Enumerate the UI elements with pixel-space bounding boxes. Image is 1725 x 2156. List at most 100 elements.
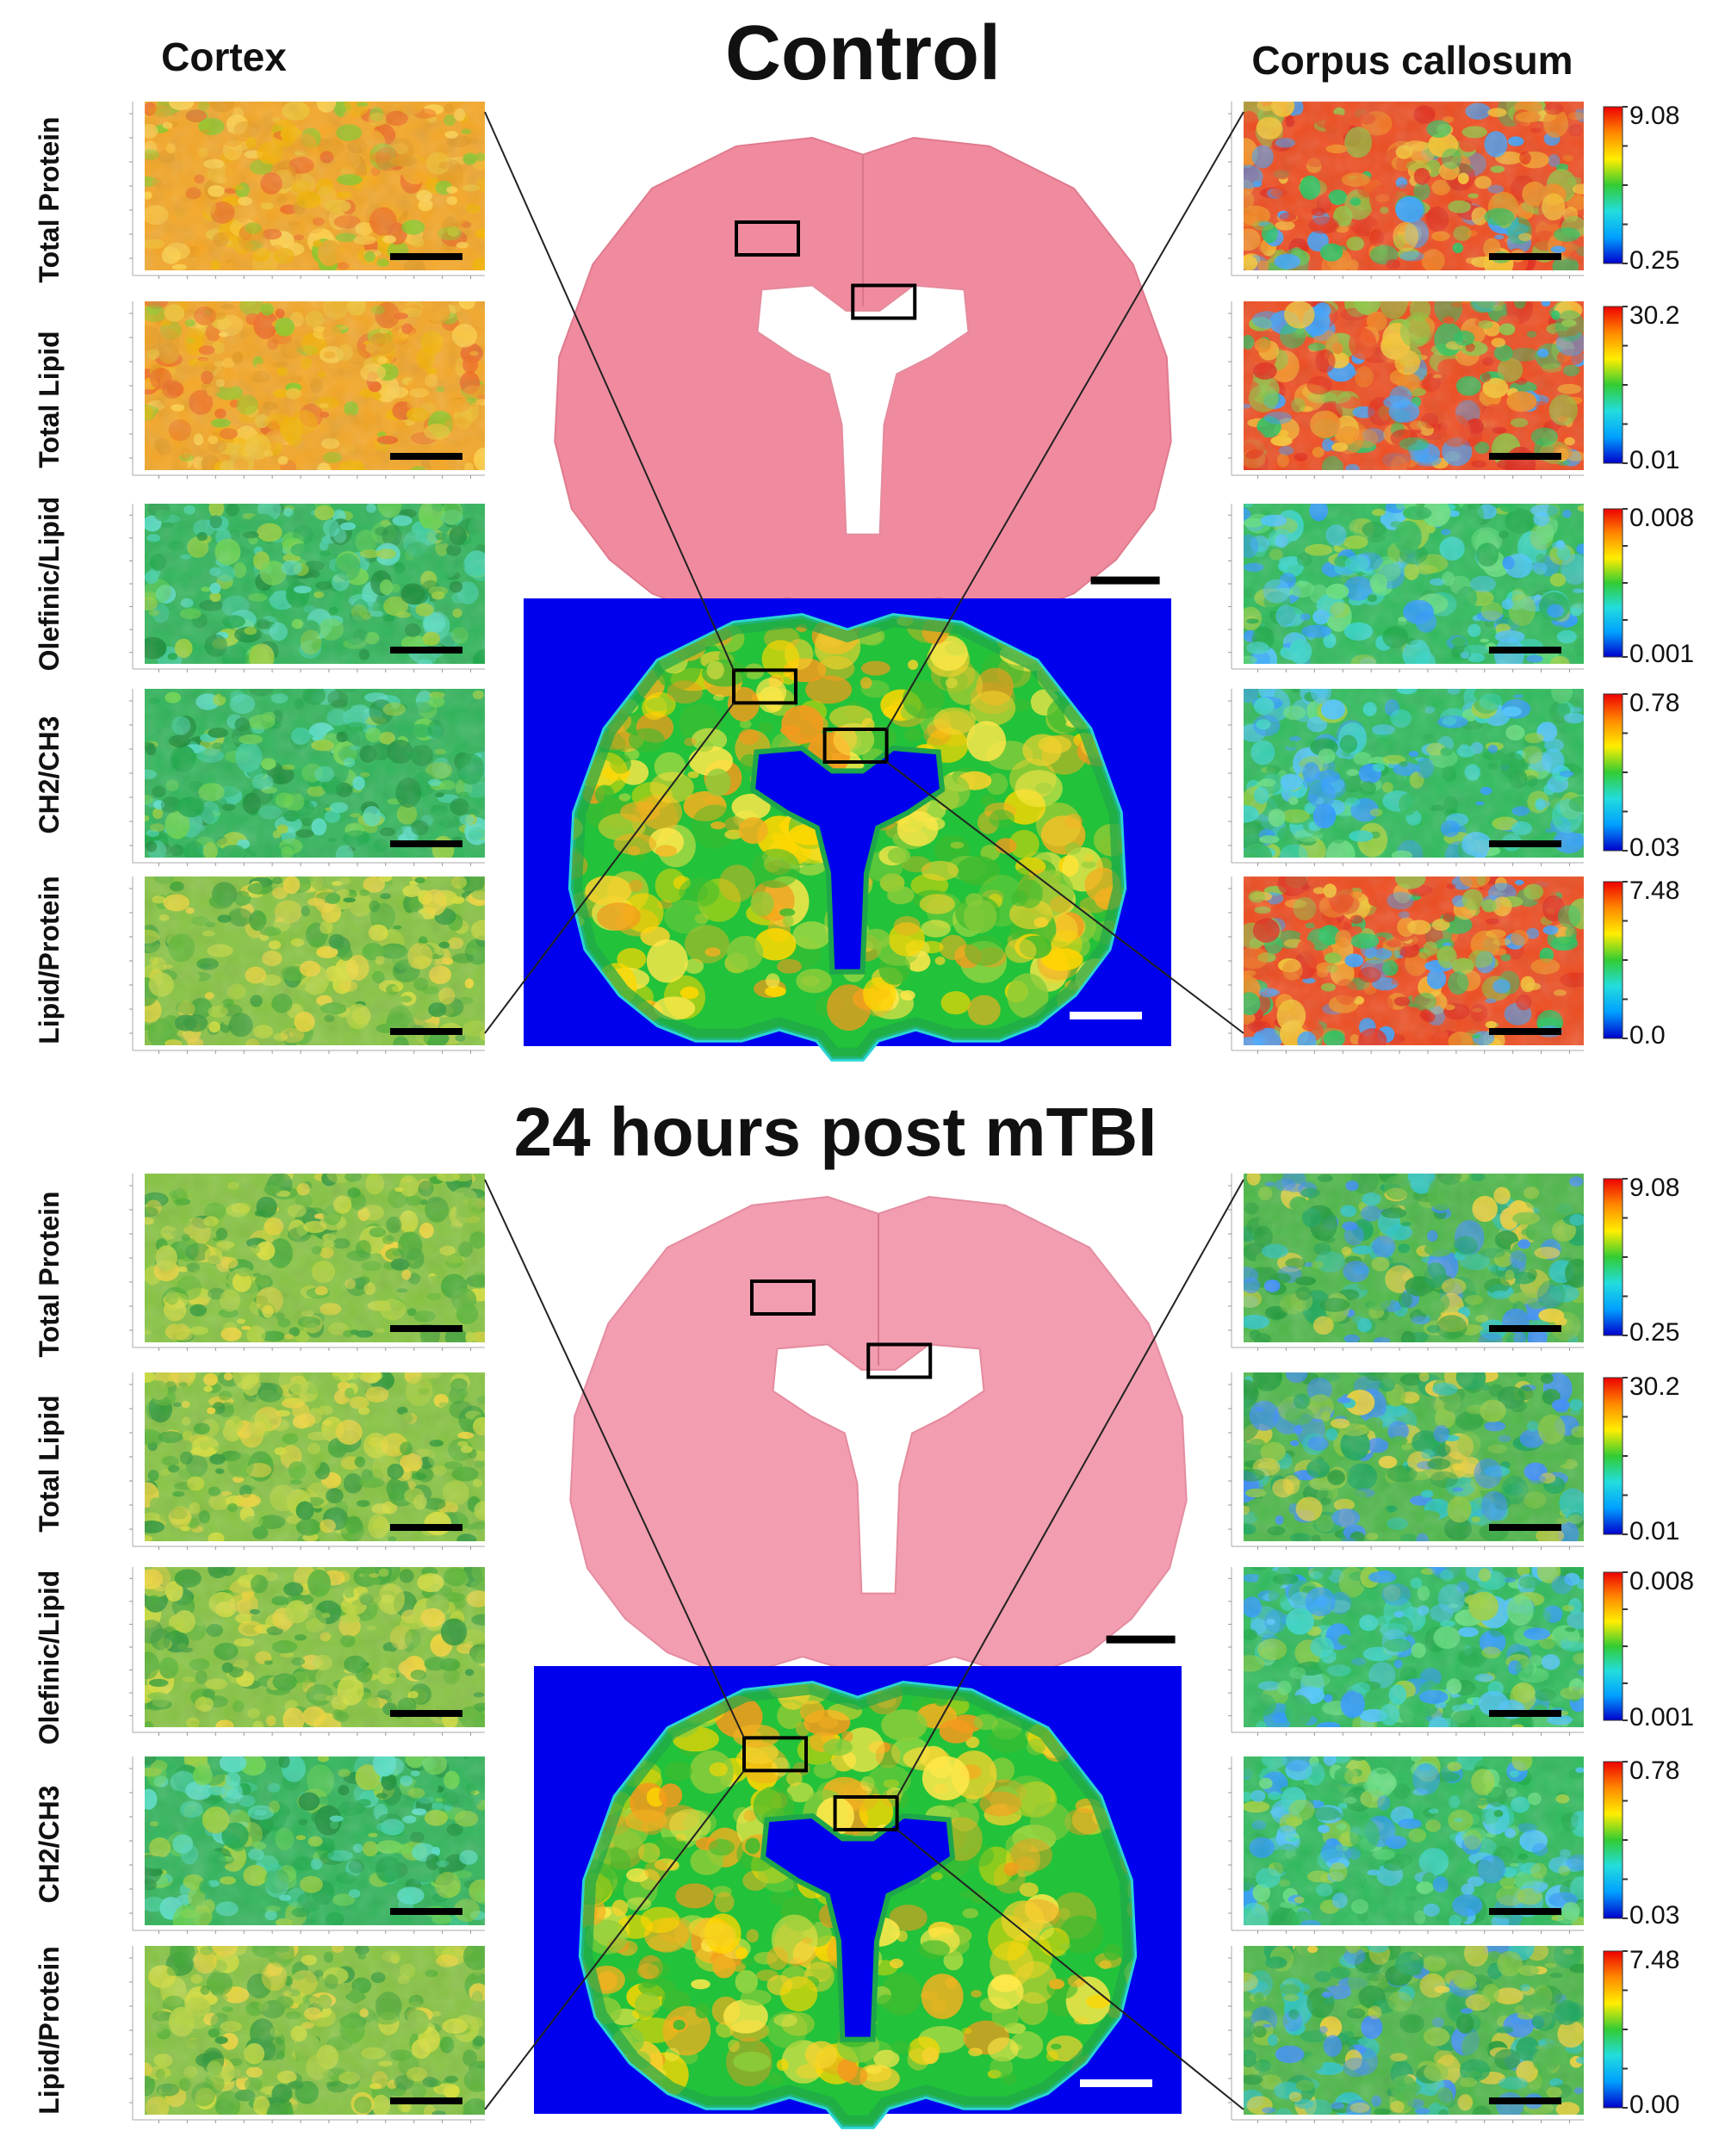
heatmap-tile [1228,1174,1584,1351]
roi-box-cortex [732,668,797,705]
connector-line [484,1179,745,1738]
colorbar-min-label: 0.001 [1629,640,1694,668]
colorbar-max-label: 0.008 [1629,1567,1694,1595]
brain-images [524,136,1188,2129]
scale-bar [390,1028,462,1035]
scale-bar [1090,576,1160,585]
heatmap-tile [129,1174,485,1351]
colorbar-max-label: 0.78 [1629,1756,1679,1785]
heatmap-tile [129,1946,485,2123]
scale-bar [1106,1635,1176,1644]
heatmap-tile [1228,102,1584,279]
connector-line [896,1829,1244,2110]
heatmap-tile [1228,1946,1584,2123]
heatmap-tile [1228,301,1584,479]
row-label: CH2/CH3 [34,1786,65,1904]
connector-line [885,761,1244,1034]
scale-bar [1489,2097,1561,2104]
heatmap-tile [129,1756,485,1934]
section-title-mtbi: 24 hours post mTBI [514,1093,1157,1170]
colorbar: 7.48 0.0 [1603,877,1679,1050]
colorbar-max-label: 30.2 [1629,1372,1679,1401]
scale-bar [390,1524,462,1531]
colorbar: 0.008 0.001 [1603,504,1694,668]
column-title-corpus-callosum: Corpus callosum [1251,38,1573,83]
heatmap-tile [1228,689,1584,866]
colorbar: 9.08 0.25 [1603,102,1679,275]
colorbar-max-label: 0.78 [1629,689,1679,717]
row-label: Lipid/Protein [34,1946,65,2115]
scale-bar [390,840,462,847]
row-label: Total Protein [34,1191,65,1357]
scale-bar [1489,1908,1561,1915]
colorbar-max-label: 30.2 [1629,301,1679,330]
scale-bar [390,2097,462,2104]
scale-bar [1489,1028,1561,1035]
colorbar-max-label: 0.008 [1629,504,1694,532]
colorbar: 9.08 0.25 [1603,1174,1679,1347]
colorbar: 30.2 0.01 [1603,1372,1679,1546]
heatmap-tile [129,689,485,866]
scale-bar [1489,647,1561,654]
row-label: Olefinic/Lipid [34,1571,65,1745]
roi-box-cortex [750,1279,816,1316]
colorbar: 30.2 0.01 [1603,301,1679,474]
colorbar-min-label: 0.03 [1629,833,1679,862]
heatmap-tile [129,1372,485,1550]
row-label: Total Lipid [34,331,65,468]
section-title-control: Control [725,10,1001,96]
heatmap-tile [1228,1372,1584,1550]
row-labels-mtbi: Total Protein Total Lipid Olefinic/Lipid… [34,1191,65,2114]
colorbar-min-label: 0.00 [1629,2091,1679,2119]
roi-box-corpus-callosum [822,728,889,764]
colorbar-max-label: 9.08 [1629,102,1679,130]
heatmap-tile [129,504,485,672]
colorbar-max-label: 9.08 [1629,1174,1679,1202]
colorbars: 9.08 0.25 30.2 0.01 0.008 0.001 0.78 0.03 7.48 0.… [1603,102,1694,2119]
scale-bar [1489,1710,1561,1717]
heatmap-tile [1228,504,1584,672]
roi-box-corpus-callosum [833,1795,899,1831]
colorbar-min-label: 0.25 [1629,1318,1679,1347]
row-label: Total Protein [34,116,65,282]
heatmap-tile [129,1567,485,1736]
colorbar-max-label: 7.48 [1629,1946,1679,1974]
he-brain-control [554,136,1172,633]
row-labels-control: Total Protein Total Lipid Olefinic/Lipid… [34,116,65,1044]
row-label: Lipid/Protein [34,876,65,1044]
row-label: Total Lipid [34,1395,65,1532]
colorbar-max-label: 7.48 [1629,877,1679,905]
row-label: CH2/CH3 [34,716,65,834]
colorbar-min-label: 0.001 [1629,1703,1694,1732]
connector-line [484,1769,745,2110]
colorbar-min-label: 0.01 [1629,1517,1679,1546]
heatmap-tile [129,102,485,279]
roi-box-cortex [742,1736,808,1773]
scale-bar [390,253,462,260]
ir-brain-mtbi [534,1666,1182,2129]
scale-bar [1080,2079,1152,2087]
colorbar-min-label: 0.01 [1629,446,1679,474]
scale-bar [390,453,462,460]
colorbar: 0.008 0.001 [1603,1567,1694,1732]
heatmap-tile [129,301,485,479]
column-title-cortex: Cortex [161,34,287,79]
heatmap-tiles [129,102,1584,2123]
colorbar: 0.78 0.03 [1603,689,1679,862]
scale-bar [1489,253,1561,260]
scale-bar [390,1325,462,1332]
scale-bar [1070,1012,1142,1019]
roi-box-corpus-callosum [866,1342,933,1379]
zoom-connector-lines [484,111,1244,2110]
connector-line [896,1179,1244,1798]
scale-bar [390,1908,462,1915]
heatmap-tile [1228,877,1584,1054]
roi-box-cortex [735,220,800,257]
scale-bar [390,647,462,654]
colorbar-min-label: 0.03 [1629,1901,1679,1930]
heatmap-tile [1228,1756,1584,1934]
scale-bar [1489,1325,1561,1332]
ir-brain-control [524,598,1171,1062]
heatmap-tile [1228,1567,1584,1736]
